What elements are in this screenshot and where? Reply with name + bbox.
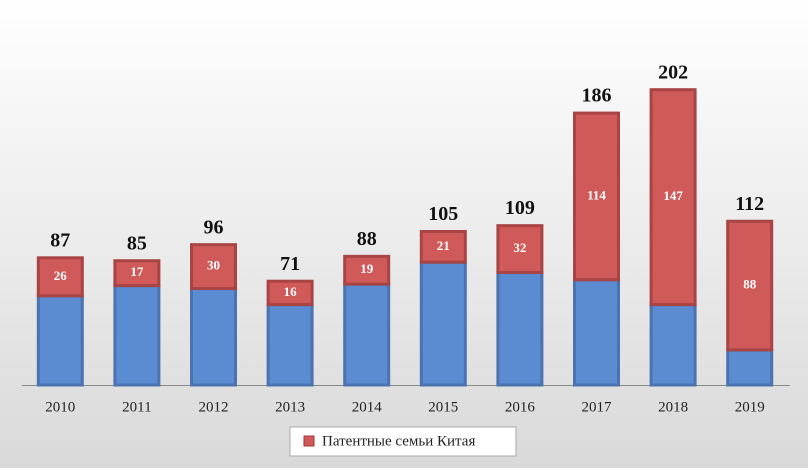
x-tick-label: 2017 (582, 399, 613, 415)
total-label: 186 (582, 85, 612, 107)
bar-segment (496, 224, 544, 274)
bar-segment (649, 303, 697, 387)
total-label: 105 (428, 203, 458, 225)
segment-label: 30 (207, 258, 220, 273)
segment-label: 88 (743, 277, 757, 292)
segment-label: 147 (663, 188, 683, 203)
x-tick-label: 2010 (45, 399, 75, 415)
bar-segment (419, 230, 467, 264)
bar-segment (726, 219, 774, 352)
segment-label: 17 (130, 264, 144, 279)
segment-label: 16 (284, 284, 298, 299)
bar-segment (496, 270, 544, 387)
total-label: 85 (127, 232, 147, 254)
bar-segment (113, 259, 161, 288)
x-tick-label: 2014 (352, 399, 383, 415)
segment-label: 26 (54, 268, 68, 283)
segment-label: 21 (437, 238, 450, 253)
bar-segment (573, 278, 620, 387)
total-label: 87 (50, 229, 70, 251)
x-tick-label: 2018 (658, 399, 688, 415)
bar-segment (419, 260, 467, 387)
x-tick-label: 2012 (199, 399, 229, 415)
x-tick-label: 2011 (122, 399, 151, 415)
total-label: 96 (204, 216, 224, 238)
bar-segment (190, 287, 237, 387)
bar-segment (190, 243, 237, 291)
x-tick-label: 2016 (505, 399, 536, 415)
bar-segment (649, 88, 697, 307)
x-tick-label: 2019 (735, 399, 765, 415)
total-label: 71 (280, 253, 300, 275)
legend-swatch (303, 435, 315, 447)
bar-segment (36, 294, 84, 387)
total-label: 112 (735, 193, 764, 215)
segment-label: 32 (513, 240, 526, 255)
total-label: 202 (658, 61, 688, 83)
bar-segment (573, 111, 620, 282)
bar-segment (36, 256, 84, 298)
total-label: 109 (505, 197, 535, 219)
segment-label: 114 (587, 187, 606, 202)
legend (289, 426, 517, 457)
bar-segment (266, 279, 314, 307)
segment-label: 19 (360, 261, 374, 276)
bar-segment (266, 303, 314, 387)
legend-label: Патентные семьи Китая (322, 433, 475, 449)
bar-segment (726, 348, 774, 387)
bar-segment (343, 254, 391, 286)
x-tick-label: 2015 (428, 399, 458, 415)
total-label: 88 (357, 228, 377, 250)
bar-segment (113, 284, 161, 387)
x-tick-label: 2013 (275, 399, 305, 415)
bar-segment (343, 282, 391, 387)
